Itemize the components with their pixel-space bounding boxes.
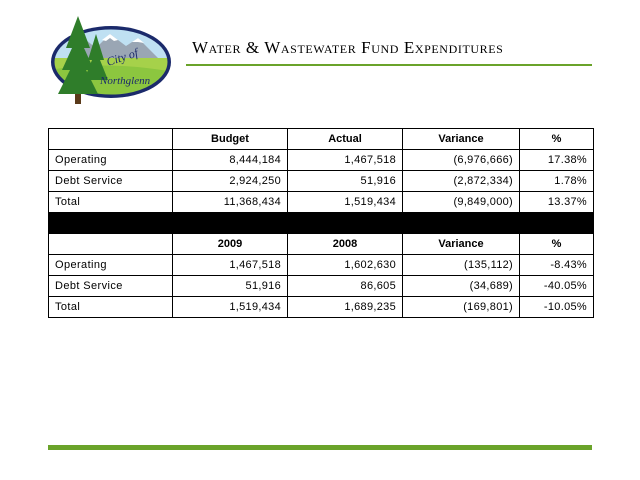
cell-value: -8.43% [519,254,594,276]
expenditures-table: Budget Actual Variance % Operating 8,444… [48,128,594,318]
table-row: Debt Service 2,924,250 51,916 (2,872,334… [48,170,594,192]
cell-value: 86,605 [287,275,403,297]
cell-value: 17.38% [519,149,594,171]
header-cell: 2008 [287,233,403,255]
cell-value: (2,872,334) [402,170,520,192]
row-label: Total [48,296,173,318]
cell-value: (135,112) [402,254,520,276]
cell-value: (6,976,666) [402,149,520,171]
table-row: Operating 1,467,518 1,602,630 (135,112) … [48,254,594,276]
budget-header-row: Budget Actual Variance % [48,128,594,150]
header-cell: 2009 [172,233,288,255]
cell-value: 8,444,184 [172,149,288,171]
cell-value: 1.78% [519,170,594,192]
cell-value: 13.37% [519,191,594,213]
header-cell: Variance [402,128,520,150]
cell-value: -40.05% [519,275,594,297]
title-underline [186,64,592,66]
cell-value: (9,849,000) [402,191,520,213]
table-row: Total 11,368,434 1,519,434 (9,849,000) 1… [48,191,594,213]
header-cell [48,233,173,255]
cell-value: 1,689,235 [287,296,403,318]
cell-value: 1,467,518 [172,254,288,276]
cell-value: 1,467,518 [287,149,403,171]
header-cell: % [519,233,594,255]
cell-value: 1,602,630 [287,254,403,276]
cell-value: 2,924,250 [172,170,288,192]
row-label: Total [48,191,173,213]
years-header-row: 2009 2008 Variance % [48,233,594,255]
header-cell: Actual [287,128,403,150]
city-of-northglenn-logo: City of Northglenn [51,16,171,104]
logo-text-northglenn: Northglenn [99,75,151,87]
header-cell: Variance [402,233,520,255]
footer-rule [48,445,592,450]
cell-value: 51,916 [287,170,403,192]
row-label: Debt Service [48,275,173,297]
row-label: Operating [48,254,173,276]
cell-value: (34,689) [402,275,520,297]
cell-value: 11,368,434 [172,191,288,213]
cell-value: (169,801) [402,296,520,318]
header-cell: % [519,128,594,150]
cell-value: 51,916 [172,275,288,297]
separator-row [48,212,594,234]
row-label: Debt Service [48,170,173,192]
cell-value: 1,519,434 [287,191,403,213]
cell-value: 1,519,434 [172,296,288,318]
header-cell [48,128,173,150]
row-label: Operating [48,149,173,171]
cell-value: -10.05% [519,296,594,318]
table-row: Operating 8,444,184 1,467,518 (6,976,666… [48,149,594,171]
header-cell: Budget [172,128,288,150]
page-title: Water & Wastewater Fund Expenditures [192,38,504,57]
table-row: Debt Service 51,916 86,605 (34,689) -40.… [48,275,594,297]
table-row: Total 1,519,434 1,689,235 (169,801) -10.… [48,296,594,318]
separator-bar [48,212,594,234]
